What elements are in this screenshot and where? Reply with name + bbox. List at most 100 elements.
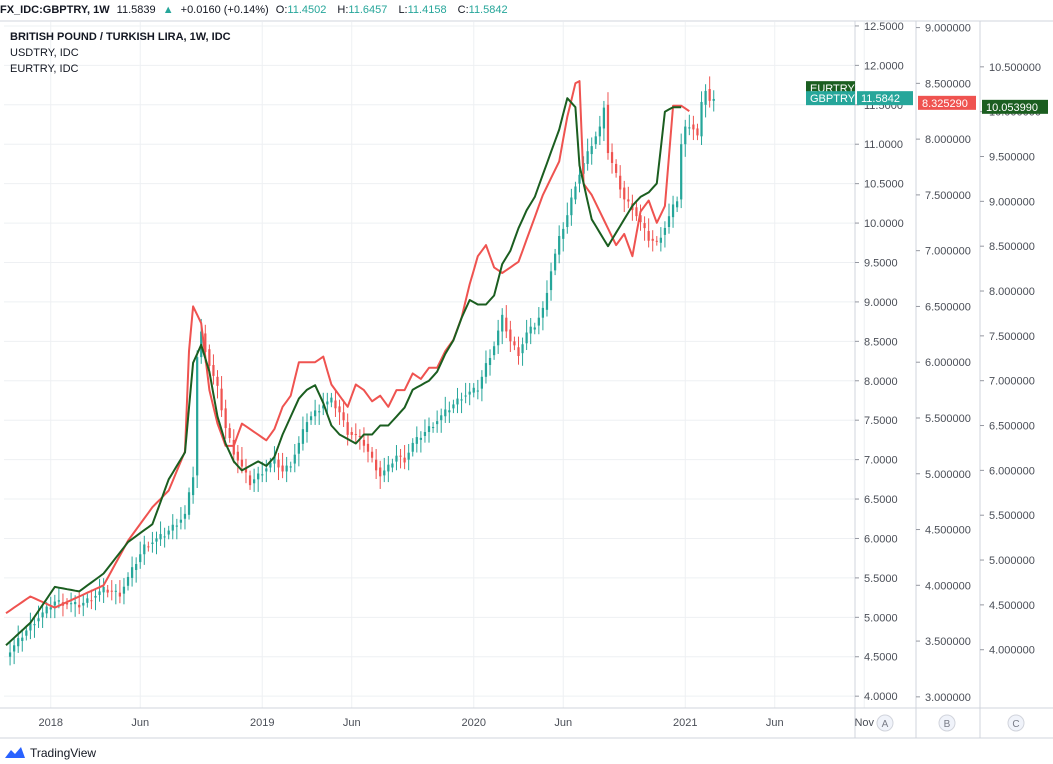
- candle-body: [86, 598, 89, 603]
- candle-body: [78, 604, 81, 608]
- candle-body: [387, 464, 390, 472]
- price-axis-label: 5.500000: [925, 413, 971, 425]
- candle-body: [411, 442, 414, 452]
- candle-body: [375, 459, 378, 471]
- scale-badge-icon: [876, 714, 894, 732]
- candle-body: [143, 544, 146, 555]
- candle-body: [330, 397, 333, 403]
- candle-body: [257, 473, 260, 480]
- candle-body: [501, 314, 504, 332]
- candle-body: [525, 332, 528, 344]
- candle-body: [8, 652, 12, 657]
- eurtry-line: [5, 97, 682, 646]
- candle-body: [431, 426, 435, 429]
- price-axis-label: 9.5000: [864, 257, 898, 269]
- candle-body: [488, 357, 492, 365]
- candle-body: [130, 567, 134, 578]
- price-axis-label: 9.500000: [989, 152, 1035, 164]
- price-axis-label: 6.000000: [989, 465, 1035, 477]
- price-axis-label: 9.0000: [864, 297, 898, 309]
- candle-body: [122, 586, 126, 594]
- candle-body: [383, 470, 386, 476]
- x-tick-label: Jun: [554, 717, 572, 729]
- candle-body: [667, 216, 671, 228]
- candle-body: [135, 564, 138, 571]
- price-axis-label: 7.000000: [925, 246, 971, 258]
- candle-body: [680, 144, 683, 200]
- candle-body: [273, 456, 276, 464]
- x-tick-label: 2018: [38, 717, 62, 729]
- price-axis-label: 8.0000: [864, 376, 898, 388]
- ohlc-low: L:11.4158: [398, 4, 450, 16]
- candle-body: [704, 90, 707, 105]
- candle-body: [13, 645, 16, 652]
- candle-body: [118, 592, 122, 597]
- candle-body: [366, 443, 370, 452]
- candle-body: [379, 467, 382, 477]
- candle-body: [480, 376, 484, 389]
- candle-body: [69, 603, 73, 605]
- legend-usdtry[interactable]: USDTRY, IDC: [10, 47, 79, 59]
- candle-body: [204, 333, 207, 353]
- price-axis-label: 7.000000: [989, 376, 1035, 388]
- low-label: L:: [398, 4, 408, 16]
- price-axis-label: 3.500000: [925, 636, 971, 648]
- candle-body: [346, 422, 349, 435]
- candle-body: [57, 600, 60, 602]
- candle-body: [25, 630, 28, 636]
- usdtry-last-value-bg: [918, 95, 976, 110]
- price-axis-label: 4.500000: [925, 525, 971, 537]
- candle-body: [216, 376, 219, 386]
- candle-body: [65, 602, 69, 605]
- candle-body: [436, 421, 439, 425]
- tradingview-brand[interactable]: TradingView: [4, 744, 96, 762]
- open-value: 11.4502: [287, 4, 327, 16]
- candle-body: [509, 329, 512, 342]
- legend-main-series[interactable]: BRITISH POUND / TURKISH LIRA, 1W, IDC: [10, 31, 231, 43]
- candle-body: [541, 307, 545, 318]
- price-axis-label: 8.5000: [864, 336, 898, 348]
- candle-body: [440, 415, 443, 421]
- candle-body: [326, 401, 329, 405]
- candle-body: [179, 519, 183, 523]
- candle-body: [196, 357, 199, 476]
- legend-eurtry[interactable]: EURTRY, IDC: [10, 63, 79, 75]
- candle-body: [139, 554, 142, 563]
- candle-body: [688, 127, 691, 129]
- candle-body: [155, 538, 158, 542]
- low-value: 11.4158: [407, 4, 447, 16]
- price-axis-label: 8.000000: [925, 134, 971, 146]
- price-axis-label: 4.000000: [989, 645, 1035, 657]
- price-axis-label: 11.0000: [864, 139, 903, 151]
- symbol-label[interactable]: FX_IDC:GBPTRY, 1W: [0, 4, 110, 16]
- eurtry-last-value-bg: [982, 99, 1048, 114]
- high-label: H:: [337, 4, 349, 16]
- candle-body: [558, 236, 561, 255]
- x-tick-label: Jun: [766, 717, 784, 729]
- candle-body: [37, 618, 40, 622]
- candle-body: [370, 451, 374, 458]
- price-axis-label: 5.500000: [989, 510, 1035, 522]
- candle-body: [635, 207, 638, 217]
- scale-badge-label: A: [882, 719, 889, 730]
- candle-body: [314, 410, 317, 417]
- candle-body: [183, 513, 187, 519]
- price-axis-label: 5.5000: [864, 573, 898, 585]
- close-value: 11.5842: [468, 4, 508, 16]
- candle-body: [505, 317, 508, 332]
- candle-body: [175, 525, 178, 527]
- candle-body: [167, 530, 170, 535]
- candle-body: [338, 406, 341, 413]
- price-axis-label: 3.000000: [925, 692, 971, 704]
- candle-body: [342, 412, 345, 421]
- candle-body: [399, 455, 402, 457]
- price-axis-label: 10.0000: [864, 218, 904, 230]
- candle-body: [350, 432, 353, 435]
- candle-body: [94, 595, 97, 598]
- candle-body: [322, 405, 325, 409]
- candle-body: [212, 365, 215, 376]
- candle-body: [362, 439, 366, 446]
- price-axis-label: 5.000000: [989, 555, 1035, 567]
- candle-body: [224, 408, 227, 429]
